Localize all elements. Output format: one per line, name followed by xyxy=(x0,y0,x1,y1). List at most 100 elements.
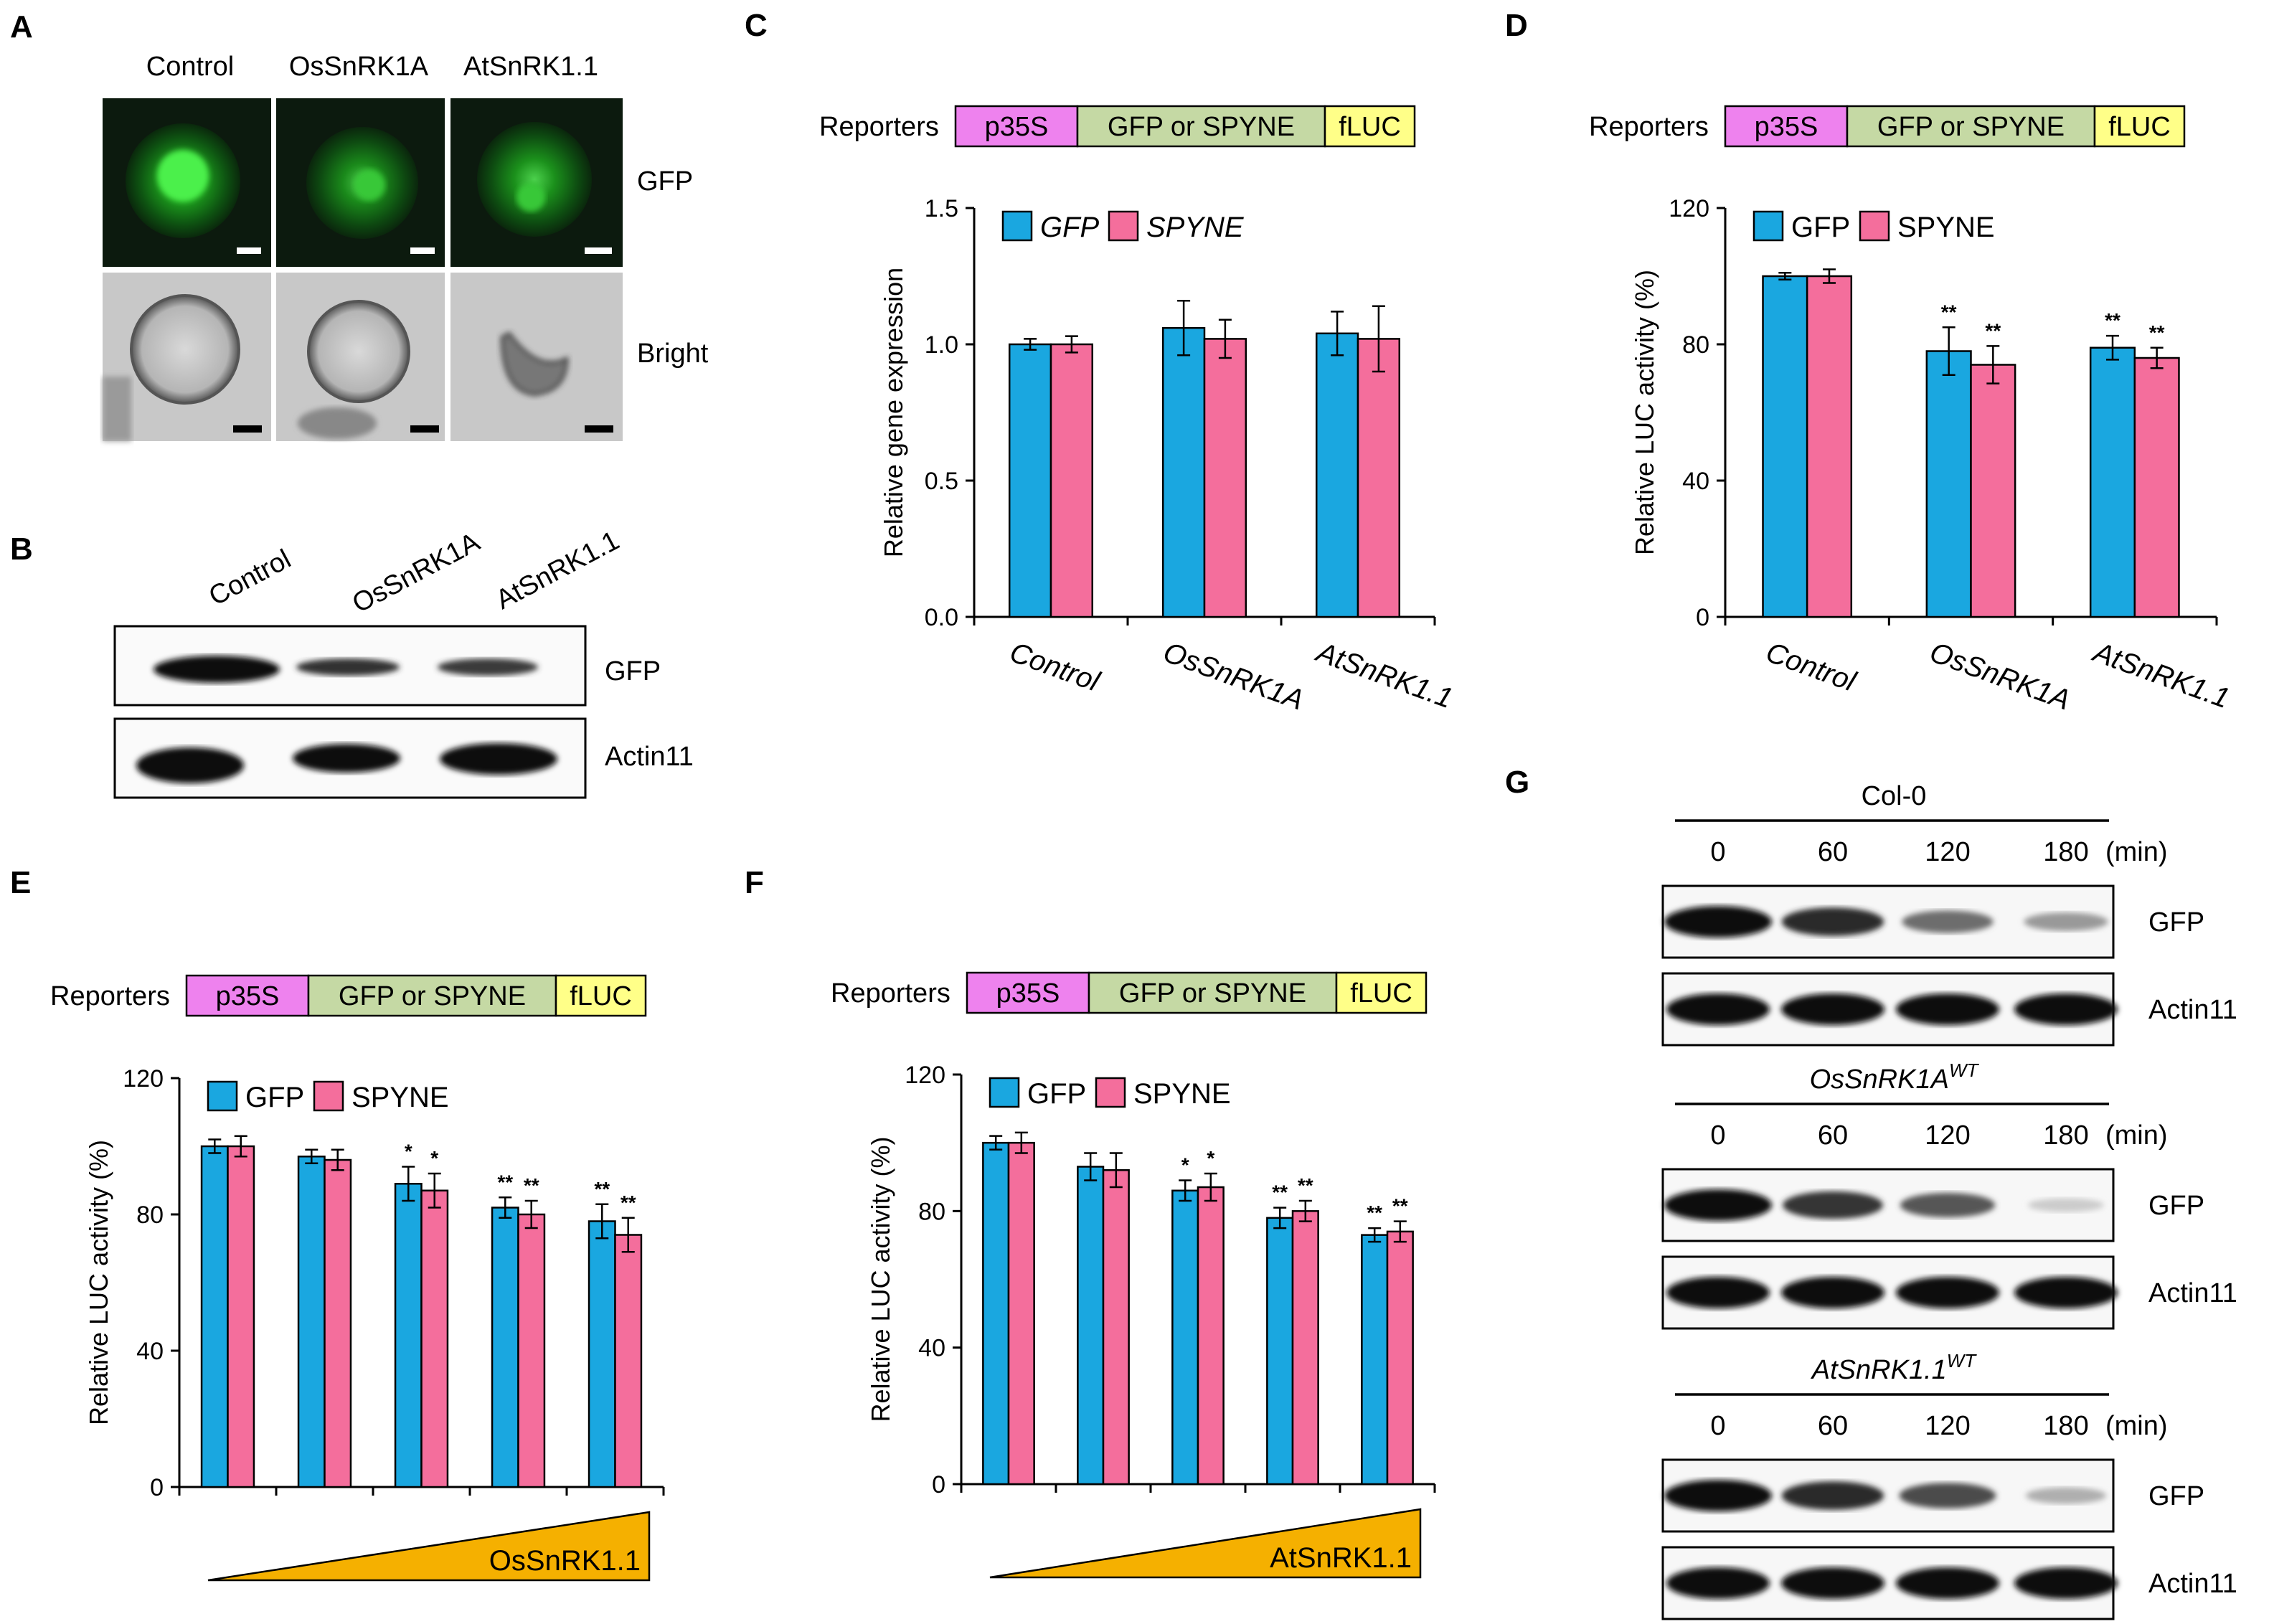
legend-label: GFP xyxy=(1791,212,1850,243)
legend-label: SPYNE xyxy=(1146,212,1245,243)
dose-gradient-label: AtSnRK1.1 xyxy=(1270,1542,1412,1574)
significance-mark: ** xyxy=(1392,1195,1408,1217)
b-blot-actin11 xyxy=(113,717,587,799)
significance-mark: ** xyxy=(2149,321,2165,344)
y-tick-label: 0 xyxy=(1696,604,1709,631)
b-blot-gfp xyxy=(113,625,587,707)
panel-e-letter: E xyxy=(10,865,31,900)
reporter-label: Reporters xyxy=(831,978,950,1009)
g-band-label: GFP xyxy=(2148,907,2204,938)
bar xyxy=(1970,364,2016,618)
bar xyxy=(491,1207,519,1488)
g-band xyxy=(1666,1277,1770,1308)
g-band xyxy=(2024,912,2108,931)
legend-label: SPYNE xyxy=(352,1082,449,1113)
g-time-label: 180 xyxy=(2043,1411,2088,1441)
bar xyxy=(297,1156,326,1488)
g-time-label: 60 xyxy=(1818,1411,1848,1441)
d-reporter-construct: Reporters p35S GFP or SPYNE fLUC xyxy=(1589,105,2186,148)
a-row-label-gfp: GFP xyxy=(637,166,693,197)
g-band xyxy=(1666,1567,1770,1599)
g-band xyxy=(1896,993,1999,1025)
significance-mark: ** xyxy=(1367,1202,1382,1224)
g-band xyxy=(2025,1487,2107,1504)
b-lane-label-atsnrk11: AtSnRK1.1 xyxy=(491,526,625,615)
g-band-label: Actin11 xyxy=(2148,1569,2237,1599)
reporter-segment-label: GFP or SPYNE xyxy=(1877,112,2065,142)
panel-d: D Reporters p35S GFP or SPYNE fLUC 0 40 80 120… xyxy=(1505,8,2234,716)
y-axis-title: Relative LUC activity (%) xyxy=(866,1136,895,1422)
a-row-label-bright: Bright xyxy=(637,339,709,369)
y-tick-label: 80 xyxy=(136,1202,164,1229)
g-time-label: 60 xyxy=(1818,837,1848,867)
bar xyxy=(1291,1210,1319,1486)
bar xyxy=(1008,343,1052,618)
dose-gradient-triangle xyxy=(989,1508,1422,1579)
g-time-label: 120 xyxy=(1925,1120,1970,1151)
reporter-label: Reporters xyxy=(819,112,939,142)
y-tick-label: 1.5 xyxy=(925,195,958,222)
legend-swatch xyxy=(207,1080,238,1112)
g-band xyxy=(1664,1189,1772,1221)
g-block-title: Col-0 xyxy=(1862,781,1927,811)
g-time-label: 120 xyxy=(1925,837,1970,867)
g-band xyxy=(1781,907,1884,936)
g-band xyxy=(1781,1481,1884,1510)
panel-g-letter: G xyxy=(1505,765,1529,800)
significance-mark: ** xyxy=(621,1191,636,1214)
panel-a: A Control OsSnRK1A AtSnRK1.1 GFP Bright xyxy=(10,9,709,441)
y-tick-label: 40 xyxy=(136,1338,164,1365)
g-time-label: 60 xyxy=(1818,1120,1848,1151)
g-time-label: 0 xyxy=(1710,837,1725,867)
y-tick-label: 0.0 xyxy=(925,604,958,631)
significance-mark: ** xyxy=(594,1178,610,1200)
significance-mark: * xyxy=(1181,1154,1189,1176)
bar xyxy=(200,1145,229,1488)
reporter-segment-label: fLUC xyxy=(2108,112,2171,142)
reporter-label: Reporters xyxy=(50,981,170,1011)
x-category-label: AtSnRK1.1 xyxy=(1311,636,1457,714)
e-reporter-construct: Reporters p35S GFP or SPYNE fLUC xyxy=(50,974,647,1017)
bar xyxy=(1266,1217,1294,1486)
a-col-label-ossnrk1a: OsSnRK1A xyxy=(289,52,429,82)
significance-mark: * xyxy=(430,1147,438,1169)
g-time-label: 0 xyxy=(1710,1120,1725,1151)
reporter-segment-box xyxy=(185,974,310,1017)
y-tick-label: 80 xyxy=(1682,331,1709,359)
bar xyxy=(324,1158,352,1488)
g-band xyxy=(1783,1191,1883,1219)
reporter-segment-label: GFP or SPYNE xyxy=(1119,978,1306,1009)
a-gfp-image-control xyxy=(103,98,271,267)
bar xyxy=(1007,1141,1035,1486)
legend-swatch xyxy=(1859,210,1890,242)
legend-label: SPYNE xyxy=(1897,212,1995,243)
y-axis-title: Relative LUC activity (%) xyxy=(84,1140,113,1425)
g-band xyxy=(1666,993,1770,1025)
b-lane-label-ossnrk1a: OsSnRK1A xyxy=(348,527,486,619)
g-band xyxy=(1896,1277,1999,1308)
g-block-title-superscript: WT xyxy=(1947,1350,1978,1372)
significance-mark: * xyxy=(1207,1147,1214,1169)
reporter-segment-box xyxy=(307,974,557,1017)
g-band xyxy=(1902,910,1994,933)
reporter-segment-label: p35S xyxy=(996,978,1060,1009)
g-band-label: GFP xyxy=(2148,1191,2204,1221)
y-tick-label: 40 xyxy=(1682,468,1709,495)
bar xyxy=(614,1234,643,1488)
x-category-label: Control xyxy=(1006,636,1104,698)
g-band xyxy=(1664,1480,1772,1511)
g-block-title-superscript: WT xyxy=(1949,1059,1980,1081)
bar xyxy=(1357,338,1401,618)
panel-f: F Reporters p35S GFP or SPYNE fLUC 0 40 80 120… xyxy=(745,865,1436,1579)
bar xyxy=(1197,1186,1225,1486)
g-band xyxy=(1781,1567,1884,1599)
y-axis-title: Relative gene expression xyxy=(879,268,908,557)
bar xyxy=(1925,350,1972,618)
reporter-segment-label: GFP or SPYNE xyxy=(339,981,526,1011)
g-time-label: 180 xyxy=(2043,837,2088,867)
g-time-unit: (min) xyxy=(2105,1411,2168,1441)
a-gfp-image-atsnrk11 xyxy=(450,98,623,267)
bar xyxy=(2089,346,2136,618)
g-block-title: OsSnRK1AWT xyxy=(1810,1059,1980,1095)
bar xyxy=(1386,1230,1414,1486)
